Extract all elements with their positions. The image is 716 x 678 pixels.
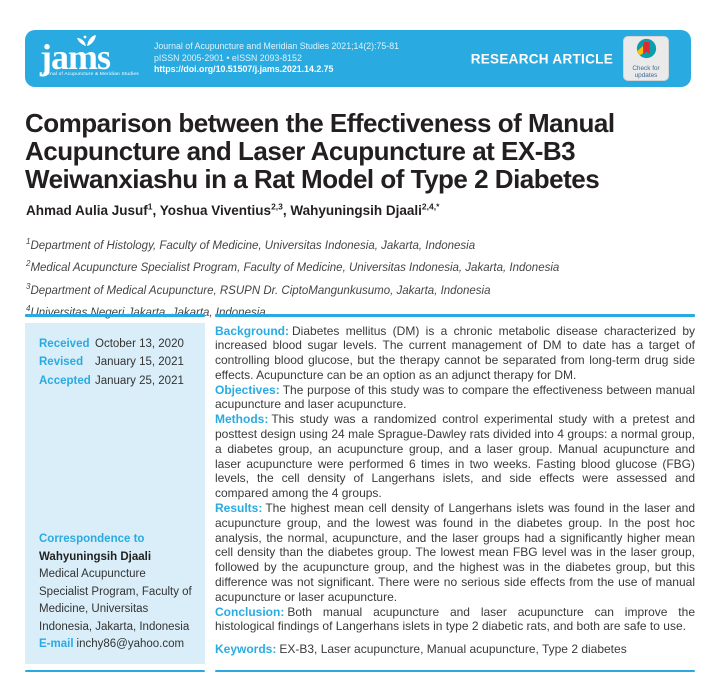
journal-banner: jams Journal of Acupuncture & Meridian S…	[25, 30, 691, 87]
leaf-icon	[76, 34, 98, 52]
methods-label: Methods:	[215, 412, 269, 427]
keywords-list: EX-B3, Laser acupuncture, Manual acupunc…	[279, 641, 627, 656]
check-for-updates-badge[interactable]: Check for updates	[623, 36, 669, 81]
journal-info: Journal of Acupuncture and Meridian Stud…	[154, 41, 399, 76]
sidebar-top-rule	[25, 314, 205, 317]
logo-tagline: Journal of Acupuncture & Meridian Studie…	[40, 72, 139, 77]
crossmark-icon	[636, 38, 657, 64]
abstract-bottom-rule	[215, 669, 695, 672]
sidebar-bottom-rule	[25, 669, 205, 672]
revised-row: Revised January 15, 2021	[39, 353, 195, 372]
keywords-line: Keywords: EX-B3, Laser acupuncture, Manua…	[215, 642, 695, 656]
article-type-label: RESEARCH ARTICLE	[470, 51, 613, 66]
journal-citation: Journal of Acupuncture and Meridian Stud…	[154, 41, 400, 52]
article-meta-sidebar: Received October 13, 2020 Revised Januar…	[25, 314, 205, 672]
doi-link[interactable]: https://doi.org/10.51507/j.jams.2021.14.…	[154, 64, 334, 75]
conclusion-label: Conclusion:	[215, 604, 285, 619]
affiliation: 3Department of Medical Acupuncture, RSUP…	[26, 281, 491, 297]
abstract-column: Background: Diabetes mellitus (DM) is a c…	[215, 314, 695, 672]
journal-logo: jams Journal of Acupuncture & Meridian S…	[40, 35, 140, 77]
revised-label: Revised	[39, 356, 84, 368]
page-title: Comparison between the Effectiveness of …	[25, 108, 615, 194]
abstract-section-results: Results: The highest mean cell density of…	[215, 501, 695, 604]
results-label: Results:	[215, 501, 263, 516]
abstract-top-rule	[215, 314, 695, 317]
received-label: Received	[39, 337, 90, 350]
revised-value: January 15, 2021	[95, 356, 184, 368]
abstract-section-background: Background: Diabetes mellitus (DM) is a c…	[215, 323, 695, 382]
author-affil-sup: 2,4,*	[421, 201, 440, 211]
affiliation: 1Department of Histology, Faculty of Med…	[26, 237, 476, 252]
author-affil-sup: 1	[147, 201, 153, 211]
author: Yoshua Viventius2,3,	[159, 201, 291, 218]
check-updates-text: Check for updates	[632, 65, 660, 79]
accepted-value: January 25, 2021	[95, 374, 184, 387]
abstract-section-objectives: Objectives: The purpose of this study was…	[215, 382, 695, 412]
correspondence-heading: Correspondence to	[39, 533, 145, 545]
content-columns: Received October 13, 2020 Revised Januar…	[25, 314, 695, 672]
abstract-section-conclusion: Conclusion: Both manual acupuncture and l…	[215, 604, 695, 634]
correspondence-address: Medical Acupuncture Specialist Program, …	[39, 568, 192, 633]
keywords-label: Keywords:	[215, 641, 277, 656]
author-affil-sup: 2,3	[271, 201, 283, 211]
sidebar-box: Received October 13, 2020 Revised Januar…	[25, 322, 205, 664]
accepted-row: Accepted January 25, 2021	[39, 372, 195, 391]
history-dates: Received October 13, 2020 Revised Januar…	[39, 335, 195, 391]
correspondence-block: Correspondence to Wahyuningsih Djaali Me…	[39, 531, 195, 654]
objectives-label: Objectives:	[215, 382, 280, 397]
correspondence-name: Wahyuningsih Djaali	[39, 550, 152, 563]
email-address[interactable]: inchy86@yahoo.com	[76, 638, 185, 650]
affiliations-list: 1Department of Histology, Faculty of Med…	[26, 233, 696, 322]
email-label: E-mail	[39, 638, 74, 650]
author: Ahmad Aulia Jusuf1,	[26, 201, 160, 218]
abstract-body: Background: Diabetes mellitus (DM) is a c…	[215, 324, 695, 636]
affiliation: 2Medical Acupuncture Specialist Program,…	[26, 259, 560, 275]
background-label: Background:	[215, 323, 290, 338]
abstract-section-methods: Methods: This study was a randomized cont…	[215, 412, 695, 501]
received-value: October 13, 2020	[95, 337, 184, 350]
accepted-label: Accepted	[39, 374, 91, 387]
authors-line: Ahmad Aulia Jusuf1, Yoshua Viventius2,3,…	[26, 201, 696, 218]
correspondence-email-row: E-mail inchy86@yahoo.com	[39, 636, 195, 654]
journal-issn: pISSN 2005-2901 • eISSN 2093-8152	[154, 52, 302, 63]
logo-wordmark: jams	[40, 37, 111, 77]
received-row: Received October 13, 2020	[39, 335, 195, 354]
author: Wahyuningsih Djaali2,4,*	[290, 201, 440, 218]
